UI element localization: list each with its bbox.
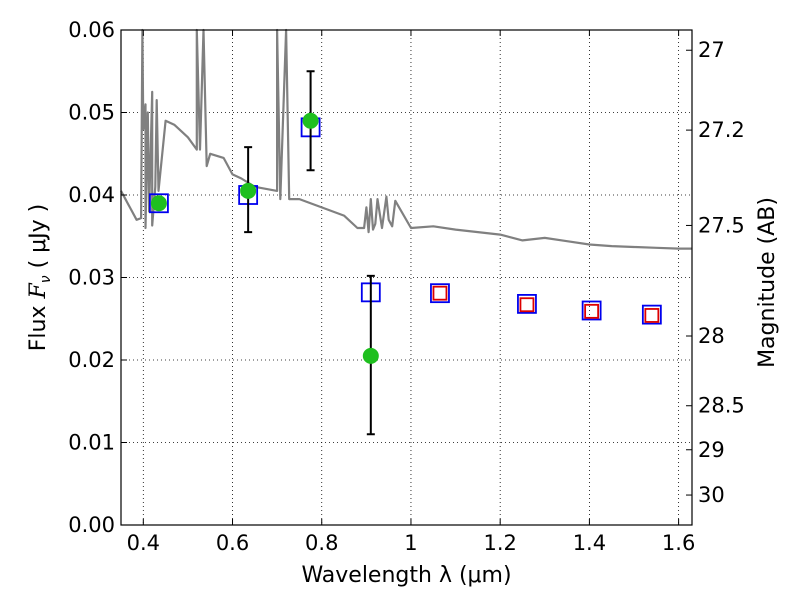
y-axis-label: Flux Fν ( μJy ) bbox=[26, 204, 54, 351]
y-tick-label: 0.02 bbox=[68, 348, 115, 372]
model-blue-marker bbox=[581, 300, 602, 321]
y-axis-label-suffix: ( μJy ) bbox=[26, 204, 51, 276]
x-tick-label: 0.8 bbox=[305, 531, 338, 555]
model-red-marker bbox=[519, 297, 535, 313]
model-spectrum-layer bbox=[120, 28, 692, 250]
y2-tick-label: 28 bbox=[698, 324, 725, 348]
model-red-marker bbox=[584, 303, 600, 319]
model-blue-marker bbox=[517, 293, 537, 314]
model-blue-marker bbox=[641, 304, 662, 325]
tick-labels: 0.4 0.6 0.8 1 1.2 1.4 1.6 0.00 0.01 0.02 0.03 0.04 0… bbox=[68, 18, 745, 555]
x-tick-label: 1.6 bbox=[662, 531, 695, 555]
y-tick-label: 0.05 bbox=[68, 101, 115, 125]
x-axis-label: Wavelength λ (μm) bbox=[301, 563, 511, 588]
observed-point bbox=[150, 195, 167, 212]
observed-point bbox=[240, 182, 257, 199]
y2-tick-label: 29 bbox=[698, 438, 725, 462]
data-points-layer bbox=[149, 70, 662, 436]
plot-frame bbox=[120, 29, 693, 526]
y2-tick-label: 28.5 bbox=[698, 394, 745, 418]
tick-marks bbox=[121, 29, 692, 526]
model-red-marker bbox=[644, 308, 660, 323]
model-blue-marker bbox=[430, 283, 450, 304]
y-axis-label-symbol: F bbox=[26, 283, 51, 300]
y2-tick-label: 30 bbox=[698, 483, 725, 507]
model-blue-marker bbox=[149, 193, 169, 214]
x-tick-label: 1.4 bbox=[573, 531, 606, 555]
y-tick-label: 0.03 bbox=[68, 266, 115, 290]
observed-point bbox=[302, 112, 319, 129]
y2-tick-label: 27.5 bbox=[698, 213, 745, 237]
model-spectrum-line bbox=[120, 28, 692, 250]
secondary-y-axis-label: Magnitude (AB) bbox=[755, 197, 780, 368]
y2-tick-label: 27 bbox=[698, 38, 725, 62]
y-axis-label-prefix: Flux bbox=[26, 299, 51, 352]
x-tick-label: 1.2 bbox=[483, 531, 516, 555]
y-tick-label: 0.06 bbox=[68, 18, 115, 42]
x-tick-label: 0.4 bbox=[127, 531, 160, 555]
x-tick-label: 1 bbox=[404, 531, 417, 555]
y2-tick-label: 27.2 bbox=[698, 118, 745, 142]
y-tick-label: 0.04 bbox=[68, 183, 115, 207]
model-red-marker bbox=[432, 285, 448, 301]
y-axis-label-subscript: ν bbox=[38, 275, 54, 283]
x-tick-label: 0.6 bbox=[216, 531, 249, 555]
grid bbox=[121, 29, 692, 526]
observed-point bbox=[362, 347, 379, 364]
y-tick-label: 0.01 bbox=[68, 431, 115, 455]
y-tick-label: 0.00 bbox=[68, 513, 115, 537]
